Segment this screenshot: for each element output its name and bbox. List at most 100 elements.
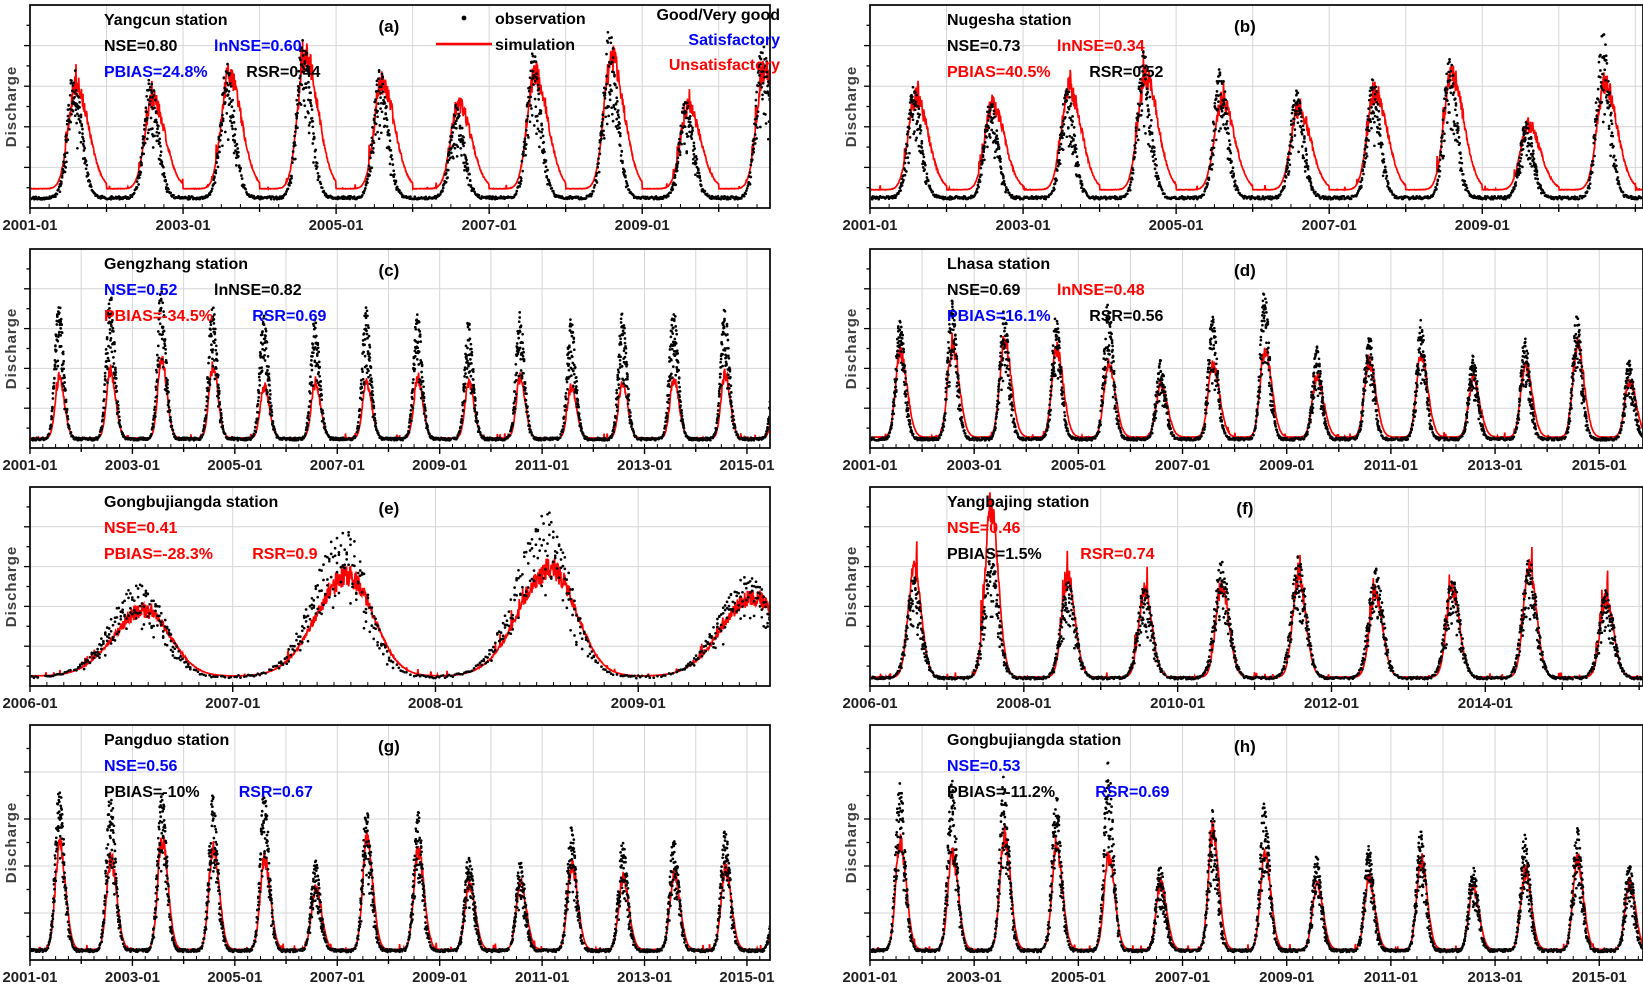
y-axis-label: Discharge [843, 308, 860, 390]
panel-h-canvas: 2001-01 2003-01 2005-01 2007-01 2009-01 2011-… [842, 724, 1643, 985]
plot-border [869, 4, 1643, 209]
observation-marker-icon [461, 15, 467, 21]
y-axis-label: Discharge [843, 66, 860, 148]
observation-dots [30, 511, 770, 680]
simulation-legend-label: simulation [495, 37, 575, 54]
stat-rsr: RSR=0.44 [246, 64, 320, 81]
station-title: Lhasa station [947, 256, 1050, 273]
simulation-line [30, 830, 770, 951]
panel-c-canvas: 2001-01 2003-01 2005-01 2007-01 2009-01 2011-… [2, 248, 774, 474]
x-tick-label: 2013-01 [617, 457, 672, 474]
quality-key-good: Good/Very good [656, 7, 780, 24]
x-tick-label: 2007-01 [310, 457, 365, 474]
x-tick-label: 2005-01 [207, 457, 262, 474]
stat-pbias: PBIAS=24.8% [104, 64, 208, 81]
observation-dots [870, 551, 1643, 681]
x-tick-label: 2007-01 [462, 217, 517, 234]
stat-nse: NSE=0.80 [104, 38, 177, 55]
stat-pbias: PBIAS=-28.3% [104, 546, 213, 563]
simulation-line [870, 492, 1643, 679]
x-tick-label: 2003-01 [156, 217, 211, 234]
x-tick-label: 2005-01 [1051, 969, 1106, 985]
stat-nse: NSE=0.53 [947, 758, 1020, 775]
panel-c: 2001-01 2003-01 2005-01 2007-01 2009-01 2011-… [0, 243, 810, 481]
x-tick-label: 2012-01 [1304, 695, 1359, 712]
x-tick-label: 2009-01 [611, 695, 666, 712]
simulation-line [870, 53, 1643, 192]
x-tick-label: 2013-01 [617, 969, 672, 985]
x-tick-label: 2007-01 [1302, 217, 1357, 234]
panel-letter: (d) [1234, 261, 1256, 280]
x-tick-label: 2013-01 [1468, 969, 1523, 985]
station-title: Yangcun station [104, 12, 228, 29]
observation-dots [30, 791, 770, 954]
observation-legend-label: observation [495, 11, 586, 28]
plot-border [29, 248, 771, 449]
stat-rsr: RSR=0.56 [1089, 308, 1163, 325]
stat-pbias: PBIAS=40.5% [947, 64, 1051, 81]
x-tick-label: 2001-01 [842, 457, 897, 474]
x-tick-label: 2011-01 [515, 457, 569, 474]
panel-letter: (b) [1234, 17, 1256, 36]
panel-h: 2001-01 2003-01 2005-01 2007-01 2009-01 2011-… [810, 719, 1643, 985]
stat-pbias: PBIAS=-10% [104, 784, 200, 801]
stat-nse: NSE=0.69 [947, 282, 1020, 299]
x-tick-label: 2001-01 [2, 457, 57, 474]
x-tick-label: 2009-01 [1259, 457, 1314, 474]
stat-lnnse: lnNSE=0.60 [214, 38, 302, 55]
x-tick-label: 2003-01 [947, 457, 1002, 474]
x-tick-label: 2005-01 [1051, 457, 1106, 474]
x-tick-label: 2009-01 [615, 217, 670, 234]
x-tick-label: 2010-01 [1150, 695, 1205, 712]
panel-e: 2006-01 2007-01 2008-01 2009-01 Discharge Gon… [0, 481, 810, 719]
stat-nse: NSE=0.56 [104, 758, 177, 775]
plot-border [869, 486, 1643, 687]
stat-nse: NSE=0.41 [104, 520, 177, 537]
x-tick-label: 2001-01 [842, 217, 897, 234]
x-tick-label: 2014-01 [1458, 695, 1513, 712]
stat-pbias: PBIAS=16.1% [947, 308, 1051, 325]
station-title: Yangbajing station [947, 494, 1089, 511]
panel-letter: (h) [1234, 737, 1256, 756]
x-tick-label: 2011-01 [515, 969, 569, 985]
observation-dots [870, 292, 1643, 442]
stat-nse: NSE=0.52 [104, 282, 177, 299]
panel-a: 2001-01 2003-01 2005-01 2007-01 2009-01 Disch… [0, 0, 810, 243]
station-title: Gongbujiangda station [947, 732, 1121, 749]
x-tick-label: 2006-01 [842, 695, 897, 712]
quality-key-unsatisfactory: Unsatisfactory [669, 57, 780, 74]
x-tick-label: 2009-01 [412, 969, 467, 985]
x-tick-label: 2006-01 [2, 695, 57, 712]
stat-nse: NSE=0.46 [947, 520, 1020, 537]
x-tick-label: 2001-01 [2, 217, 57, 234]
x-tick-label: 2013-01 [1468, 457, 1523, 474]
stat-rsr: RSR=0.52 [1089, 64, 1163, 81]
stat-lnnse: lnNSE=0.34 [1057, 38, 1145, 55]
observation-dots [30, 287, 770, 442]
observation-dots [870, 33, 1643, 201]
station-title: Gengzhang station [104, 256, 248, 273]
x-tick-label: 2015-01 [1572, 457, 1627, 474]
stat-pbias: PBIAS=-11.2% [947, 784, 1055, 801]
plot-border [29, 4, 771, 209]
panel-letter: (a) [379, 17, 400, 36]
x-tick-label: 2015-01 [719, 969, 774, 985]
panel-g: 2001-01 2003-01 2005-01 2007-01 2009-01 2011-… [0, 719, 810, 985]
panel-d-canvas: 2001-01 2003-01 2005-01 2007-01 2009-01 2011-… [842, 248, 1643, 474]
panel-f: 2006-01 2008-01 2010-01 2012-01 2014-01 Disch… [810, 481, 1643, 719]
x-tick-label: 2009-01 [1455, 217, 1510, 234]
stat-pbias: PBIAS=1.5% [947, 546, 1042, 563]
x-tick-label: 2009-01 [1259, 969, 1314, 985]
panel-letter: (e) [379, 499, 400, 518]
stat-nse: NSE=0.73 [947, 38, 1020, 55]
x-tick-label: 2015-01 [1572, 969, 1627, 985]
stat-rsr: RSR=0.67 [239, 784, 313, 801]
x-tick-label: 2009-01 [412, 457, 467, 474]
x-tick-label: 2008-01 [996, 695, 1051, 712]
x-tick-label: 2003-01 [105, 457, 160, 474]
quality-key-satisfactory: Satisfactory [688, 32, 780, 49]
x-tick-label: 2007-01 [1155, 457, 1210, 474]
x-tick-label: 2001-01 [2, 969, 57, 985]
stat-rsr: RSR=0.69 [252, 308, 326, 325]
